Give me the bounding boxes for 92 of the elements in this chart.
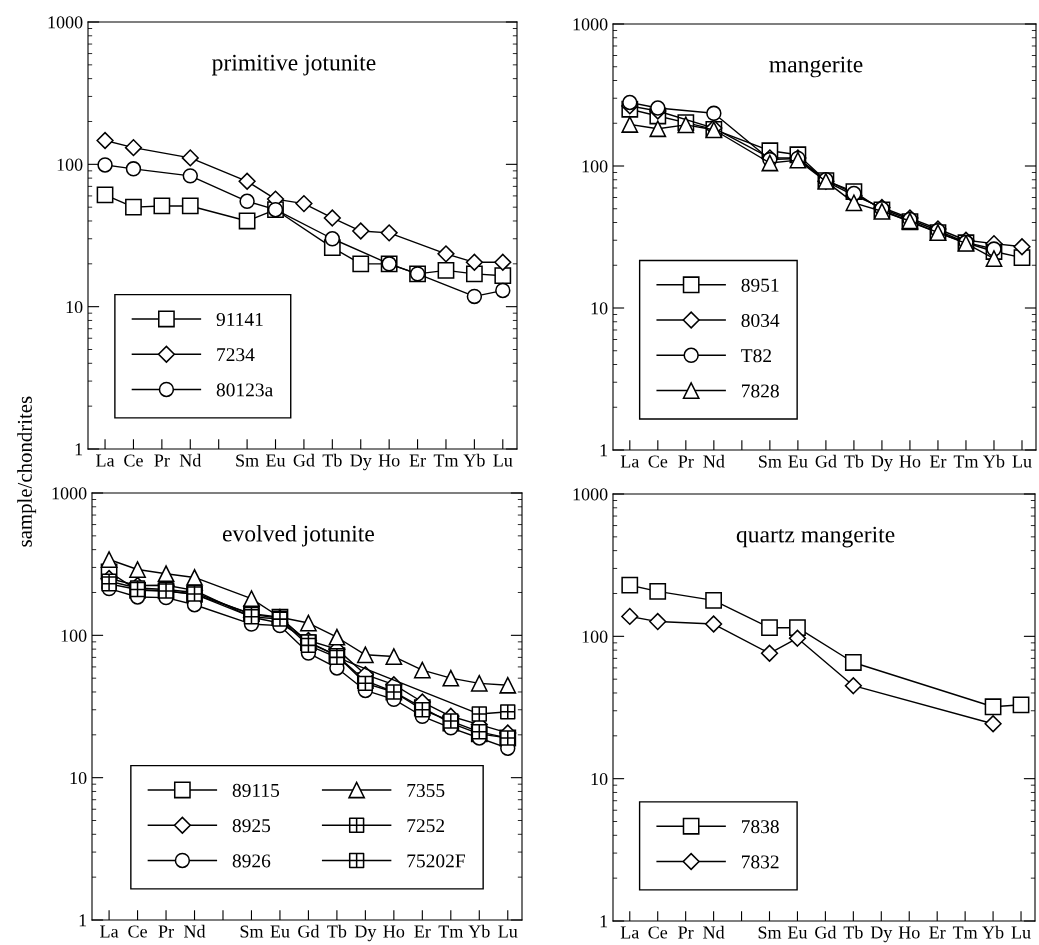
x-tick-label: Yb <box>982 925 1004 939</box>
x-tick-label: Tb <box>327 924 347 938</box>
y-tick-label: 10 <box>591 302 608 315</box>
x-tick-label: Lu <box>1012 455 1032 468</box>
y-tick-label: 1 <box>600 444 608 457</box>
x-tick-label: La <box>100 925 119 938</box>
text: evolved jotunite <box>222 524 374 547</box>
legend-label: 7355 <box>407 783 445 797</box>
x-tick-label: Gd <box>298 924 320 938</box>
x-tick-label: Tb <box>844 454 864 468</box>
legend-label: 8925 <box>232 819 271 833</box>
x-tick-label: Tb <box>843 925 863 939</box>
legend-label: 7234 <box>217 348 255 362</box>
x-tick-label: Lu <box>498 925 518 938</box>
x-tick-label: Sm <box>236 454 259 467</box>
x-tick-label: Pr <box>158 925 174 938</box>
legend-label: 7838 <box>742 820 779 834</box>
legend-label: 7832 <box>742 855 779 869</box>
x-tick-label: Ce <box>128 925 147 938</box>
x-tick-label: Lu <box>493 454 513 467</box>
legend-label: 89115 <box>232 783 280 797</box>
legend-label: 7252 <box>407 819 445 833</box>
x-tick-label: Eu <box>788 455 808 468</box>
legend-label: 75202F <box>407 854 465 868</box>
y-tick-label: 10 <box>591 772 608 786</box>
x-tick-label: Dy <box>871 455 893 472</box>
x-tick-label: Tm <box>433 454 459 467</box>
y-tick-label: 1000 <box>573 18 608 31</box>
x-tick-label: Nd <box>703 925 725 939</box>
x-tick-label: Pr <box>678 926 694 939</box>
x-tick-label: Sm <box>759 455 782 468</box>
y-tick-label: 1 <box>79 914 87 927</box>
x-tick-label: Pr <box>154 454 170 467</box>
x-tick-label: Tm <box>952 926 978 939</box>
x-tick-label: Tm <box>438 925 464 938</box>
x-tick-label: Er <box>929 926 946 939</box>
x-tick-label: Ho <box>899 455 921 468</box>
legend-label: 80123a <box>216 383 273 397</box>
x-tick-label: Dy <box>870 926 893 943</box>
x-tick-label: Yb <box>468 924 490 938</box>
x-tick-label: Pr <box>678 455 694 468</box>
y-tick-label: 10 <box>70 771 87 785</box>
x-tick-label: Ho <box>378 454 400 467</box>
x-tick-label: Dy <box>354 925 377 942</box>
x-tick-label: Sm <box>240 925 264 938</box>
x-tick-label: Eu <box>787 926 808 939</box>
y-tick-label: 1 <box>75 443 83 456</box>
x-tick-label: Gd <box>815 454 837 468</box>
y-tick-label: 1000 <box>573 488 608 501</box>
x-tick-label: Nd <box>179 453 202 467</box>
x-tick-label: Er <box>414 925 431 938</box>
text: primitive jotunite <box>212 54 376 76</box>
legend-label: 8951 <box>741 278 779 292</box>
y-axis-title: sample/chondrites <box>17 396 37 547</box>
x-tick-label: Yb <box>463 453 485 467</box>
x-tick-label: Ce <box>648 926 668 939</box>
y-tick-label: 10 <box>66 300 83 314</box>
x-tick-label: Dy <box>350 454 372 471</box>
legend-label: 8034 <box>741 313 780 328</box>
x-tick-label: Er <box>929 455 947 468</box>
y-tick-label: 100 <box>582 630 608 643</box>
x-tick-label: Nd <box>703 454 725 468</box>
text: quartz mangerite <box>736 526 895 548</box>
x-tick-label: Sm <box>758 926 782 939</box>
x-tick-label: Gd <box>815 925 837 939</box>
x-tick-label: Ce <box>124 454 143 467</box>
legend-label: 8926 <box>232 854 271 868</box>
y-tick-label: 100 <box>57 158 83 171</box>
x-tick-label: Eu <box>266 454 286 467</box>
x-tick-label: Tm <box>953 455 979 468</box>
y-tick-label: 100 <box>61 629 87 642</box>
x-tick-label: Ce <box>648 455 668 468</box>
y-tick-label: 1000 <box>48 16 83 29</box>
legend-label: 7828 <box>742 384 779 398</box>
x-tick-label: Eu <box>270 925 290 938</box>
x-tick-label: Ho <box>898 926 920 939</box>
y-tick-label: 1 <box>600 915 608 928</box>
x-tick-label: Er <box>409 454 426 467</box>
x-tick-label: Ho <box>383 925 405 938</box>
x-tick-label: Tb <box>322 453 342 467</box>
x-tick-label: La <box>620 455 640 468</box>
y-tick-label: 100 <box>582 160 608 173</box>
x-tick-label: Yb <box>983 454 1005 468</box>
x-tick-label: Nd <box>184 924 206 938</box>
y-tick-label: 1000 <box>52 487 87 500</box>
text: mangerite <box>769 56 863 78</box>
x-tick-label: La <box>620 926 640 939</box>
x-tick-label: La <box>96 454 115 467</box>
x-tick-label: Gd <box>293 453 315 467</box>
legend-label: 91141 <box>216 312 263 326</box>
legend-label: T82 <box>741 349 771 363</box>
x-tick-label: Lu <box>1011 926 1031 939</box>
